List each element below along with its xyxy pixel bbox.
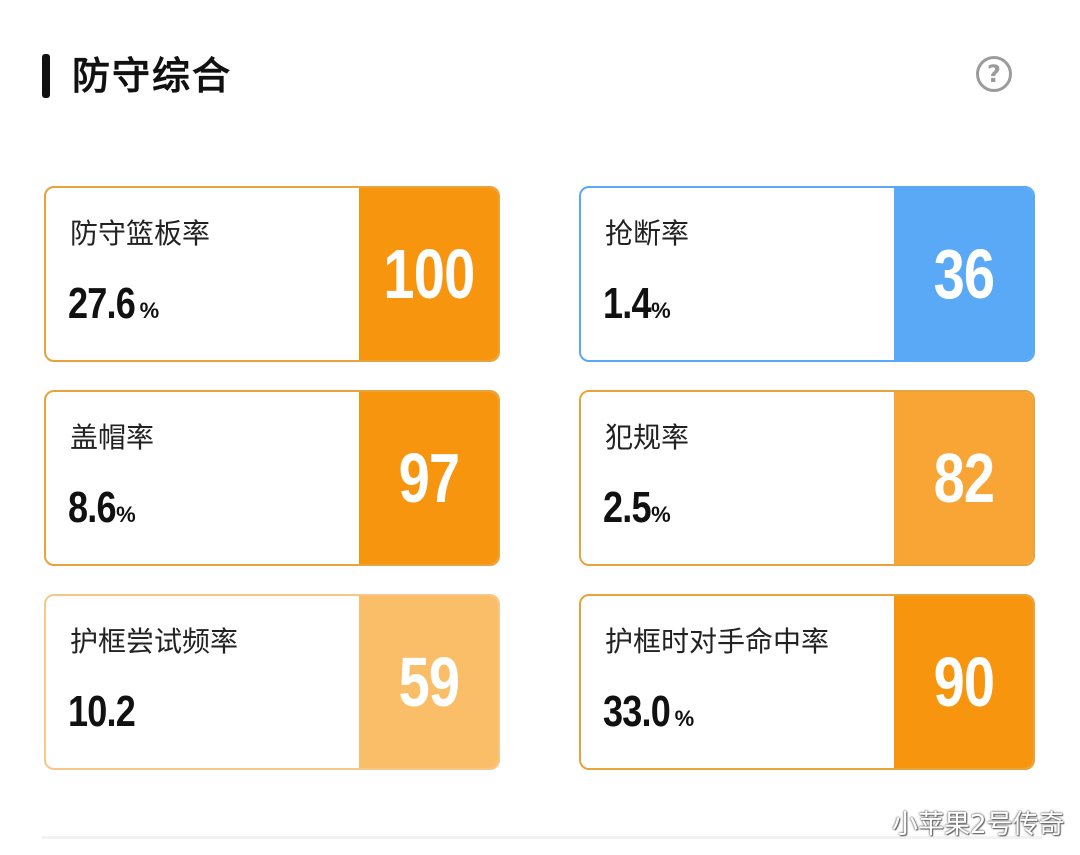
stat-score: 36 — [933, 235, 994, 313]
stat-unit: % — [139, 298, 160, 323]
stat-value-group: 2.5% — [603, 484, 681, 532]
score-box: 82 — [894, 392, 1033, 564]
section-header: 防守综合 ? — [42, 52, 1038, 100]
stat-card-rim-opponent-fg-rate[interactable]: 护框时对手命中率 33.0% 90 — [579, 594, 1035, 770]
stat-value: 33.0 — [603, 687, 671, 736]
score-box: 97 — [359, 392, 498, 564]
score-box: 36 — [894, 188, 1033, 360]
stat-info: 盖帽率 8.6% — [46, 392, 361, 564]
stat-info: 犯规率 2.5% — [581, 392, 896, 564]
stat-value: 1.4 — [603, 279, 652, 328]
stat-card-steal-rate[interactable]: 抢断率 1.4% 36 — [579, 186, 1035, 362]
stat-unit: % — [674, 706, 695, 731]
stat-unit: % — [651, 298, 671, 323]
stat-unit: % — [651, 502, 671, 527]
stat-label: 盖帽率 — [70, 421, 155, 454]
stat-value-group: 10.2 — [68, 688, 150, 736]
stat-value-group: 33.0% — [603, 688, 704, 736]
section-title: 防守综合 — [72, 54, 233, 98]
stat-info: 护框尝试频率 10.2 — [46, 596, 361, 768]
stat-value: 8.6 — [68, 483, 117, 532]
stat-value: 27.6 — [68, 279, 136, 328]
stat-unit: % — [116, 502, 136, 527]
stat-score: 90 — [933, 643, 994, 721]
stat-card-block-rate[interactable]: 盖帽率 8.6% 97 — [44, 390, 500, 566]
score-box: 90 — [894, 596, 1033, 768]
section-divider — [42, 836, 1042, 839]
stat-score: 97 — [398, 439, 459, 517]
stat-value-group: 1.4% — [603, 280, 681, 328]
score-box: 100 — [359, 188, 498, 360]
stat-value: 10.2 — [68, 687, 136, 736]
stat-label: 防守篮板率 — [70, 217, 211, 250]
score-box: 59 — [359, 596, 498, 768]
stat-card-foul-rate[interactable]: 犯规率 2.5% 82 — [579, 390, 1035, 566]
watermark: 小苹果2号传奇 — [892, 810, 1065, 840]
question-circle-icon[interactable]: ? — [976, 56, 1012, 92]
stat-value-group: 8.6% — [68, 484, 146, 532]
stat-label: 护框时对手命中率 — [605, 625, 830, 658]
stat-label: 抢断率 — [605, 217, 690, 250]
stat-score: 82 — [933, 439, 994, 517]
stat-info: 护框时对手命中率 33.0% — [581, 596, 896, 768]
stat-card-rim-protection-attempt-rate[interactable]: 护框尝试频率 10.2 59 — [44, 594, 500, 770]
stat-value: 2.5 — [603, 483, 652, 532]
stat-label: 护框尝试频率 — [70, 625, 239, 658]
stat-info: 防守篮板率 27.6% — [46, 188, 361, 360]
stat-card-defensive-rebound-rate[interactable]: 防守篮板率 27.6% 100 — [44, 186, 500, 362]
title-accent-bar — [42, 54, 50, 98]
stat-value-group: 27.6% — [68, 280, 169, 328]
stat-info: 抢断率 1.4% — [581, 188, 896, 360]
stat-score: 59 — [398, 643, 459, 721]
stat-label: 犯规率 — [605, 421, 690, 454]
stat-score: 100 — [382, 235, 475, 313]
